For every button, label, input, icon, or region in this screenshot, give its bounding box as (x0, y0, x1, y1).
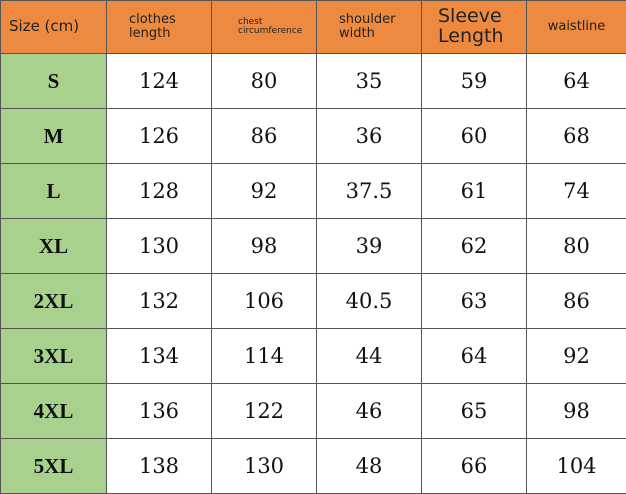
value-cell: 92 (526, 328, 626, 384)
header-text: waistline (547, 19, 606, 35)
value-cell: 98 (211, 218, 317, 274)
value-cell: 106 (211, 273, 317, 329)
value-cell: 138 (106, 438, 212, 494)
data-row: 4XL 136 122 46 65 98 (0, 383, 626, 439)
value-cell: 35 (316, 53, 422, 109)
value-cell: 74 (526, 163, 626, 219)
value-cell: 124 (106, 53, 212, 109)
header-cell: waistline (526, 0, 626, 54)
data-row: 3XL 134 114 44 64 92 (0, 328, 626, 384)
value-cell: 64 (421, 328, 527, 384)
value-cell: 61 (421, 163, 527, 219)
size-cell: 5XL (0, 438, 107, 494)
value-cell: 68 (526, 108, 626, 164)
value-cell: 122 (211, 383, 317, 439)
value-cell: 59 (421, 53, 527, 109)
value-cell: 128 (106, 163, 212, 219)
value-cell: 66 (421, 438, 527, 494)
value-cell: 132 (106, 273, 212, 329)
size-cell: M (0, 108, 107, 164)
value-cell: 60 (421, 108, 527, 164)
header-cell: Sleeve Length (421, 0, 527, 54)
value-cell: 98 (526, 383, 626, 439)
header-cell: clothes length (106, 0, 212, 54)
header-cell: chest circumference (211, 0, 317, 54)
value-cell: 80 (526, 218, 626, 274)
data-row: M 126 86 36 60 68 (0, 108, 626, 164)
size-cell: XL (0, 218, 107, 274)
value-cell: 48 (316, 438, 422, 494)
value-cell: 134 (106, 328, 212, 384)
value-cell: 44 (316, 328, 422, 384)
value-cell: 65 (421, 383, 527, 439)
data-row: 2XL 132 106 40.5 63 86 (0, 273, 626, 329)
value-cell: 37.5 (316, 163, 422, 219)
value-cell: 136 (106, 383, 212, 439)
value-cell: 39 (316, 218, 422, 274)
header-text: Sleeve Length (438, 5, 504, 47)
header-text: chest circumference (238, 16, 303, 36)
value-cell: 63 (421, 273, 527, 329)
size-cell: L (0, 163, 107, 219)
header-text: clothes length (129, 12, 176, 41)
value-cell: 36 (316, 108, 422, 164)
header-text: shoulder width (339, 12, 396, 41)
value-cell: 62 (421, 218, 527, 274)
value-cell: 40.5 (316, 273, 422, 329)
value-cell: 64 (526, 53, 626, 109)
size-cell: 3XL (0, 328, 107, 384)
value-cell: 92 (211, 163, 317, 219)
size-cell: 2XL (0, 273, 107, 329)
value-cell: 86 (211, 108, 317, 164)
size-cell: S (0, 53, 107, 109)
size-cell: 4XL (0, 383, 107, 439)
data-row: S 124 80 35 59 64 (0, 53, 626, 109)
data-row: L 128 92 37.5 61 74 (0, 163, 626, 219)
value-cell: 130 (211, 438, 317, 494)
header-text: Size (cm) (9, 17, 80, 36)
value-cell: 126 (106, 108, 212, 164)
data-row: XL 130 98 39 62 80 (0, 218, 626, 274)
header-cell: shoulder width (316, 0, 422, 54)
value-cell: 46 (316, 383, 422, 439)
header-cell: Size (cm) (0, 0, 107, 54)
value-cell: 114 (211, 328, 317, 384)
value-cell: 130 (106, 218, 212, 274)
header-row: Size (cm) clothes length chest circumferen… (0, 0, 626, 54)
value-cell: 80 (211, 53, 317, 109)
data-row: 5XL 138 130 48 66 104 (0, 438, 626, 494)
value-cell: 86 (526, 273, 626, 329)
value-cell: 104 (526, 438, 626, 494)
